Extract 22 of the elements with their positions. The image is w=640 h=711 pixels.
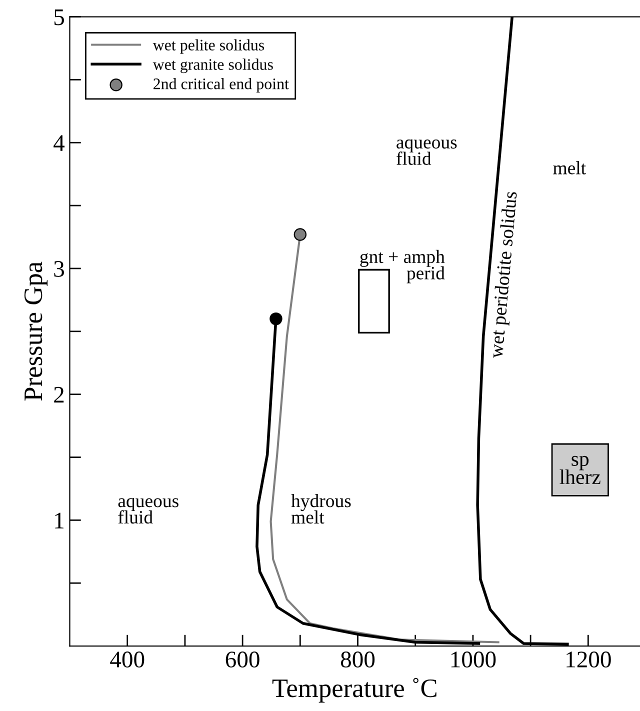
- y-tick-label: 2: [54, 386, 64, 403]
- legend-label: wet pelite solidus: [152, 39, 264, 54]
- y-tick-label: 4: [54, 135, 65, 151]
- x-tick-label: 400: [110, 652, 144, 668]
- legend-label: wet granite solidus: [152, 58, 273, 74]
- x-axis-title: Temperature ˚C: [272, 678, 436, 703]
- x-tick-label: 800: [340, 652, 375, 668]
- annotation: aqueous fluid: [396, 139, 457, 165]
- y-tick-label: 5: [54, 10, 64, 26]
- y-axis-title: Pressure Gpa: [24, 262, 48, 401]
- y-tick-label: 3: [54, 261, 64, 277]
- x-tick-label: 1200: [566, 652, 611, 668]
- text: wet peridotite solidus: [488, 191, 521, 359]
- annotation: hydrous melt: [291, 494, 351, 524]
- y-tick-label: 1: [55, 512, 64, 528]
- annotation: melt: [553, 161, 586, 174]
- annotation: gnt + amph perid: [360, 250, 445, 284]
- annotation: sp lherz: [560, 456, 600, 484]
- x-tick-label: 1000: [451, 652, 496, 668]
- x-tick-label: 600: [226, 652, 260, 668]
- annotation: aqueous fluid: [118, 498, 178, 524]
- legend-label: 2nd critical end point: [154, 78, 289, 93]
